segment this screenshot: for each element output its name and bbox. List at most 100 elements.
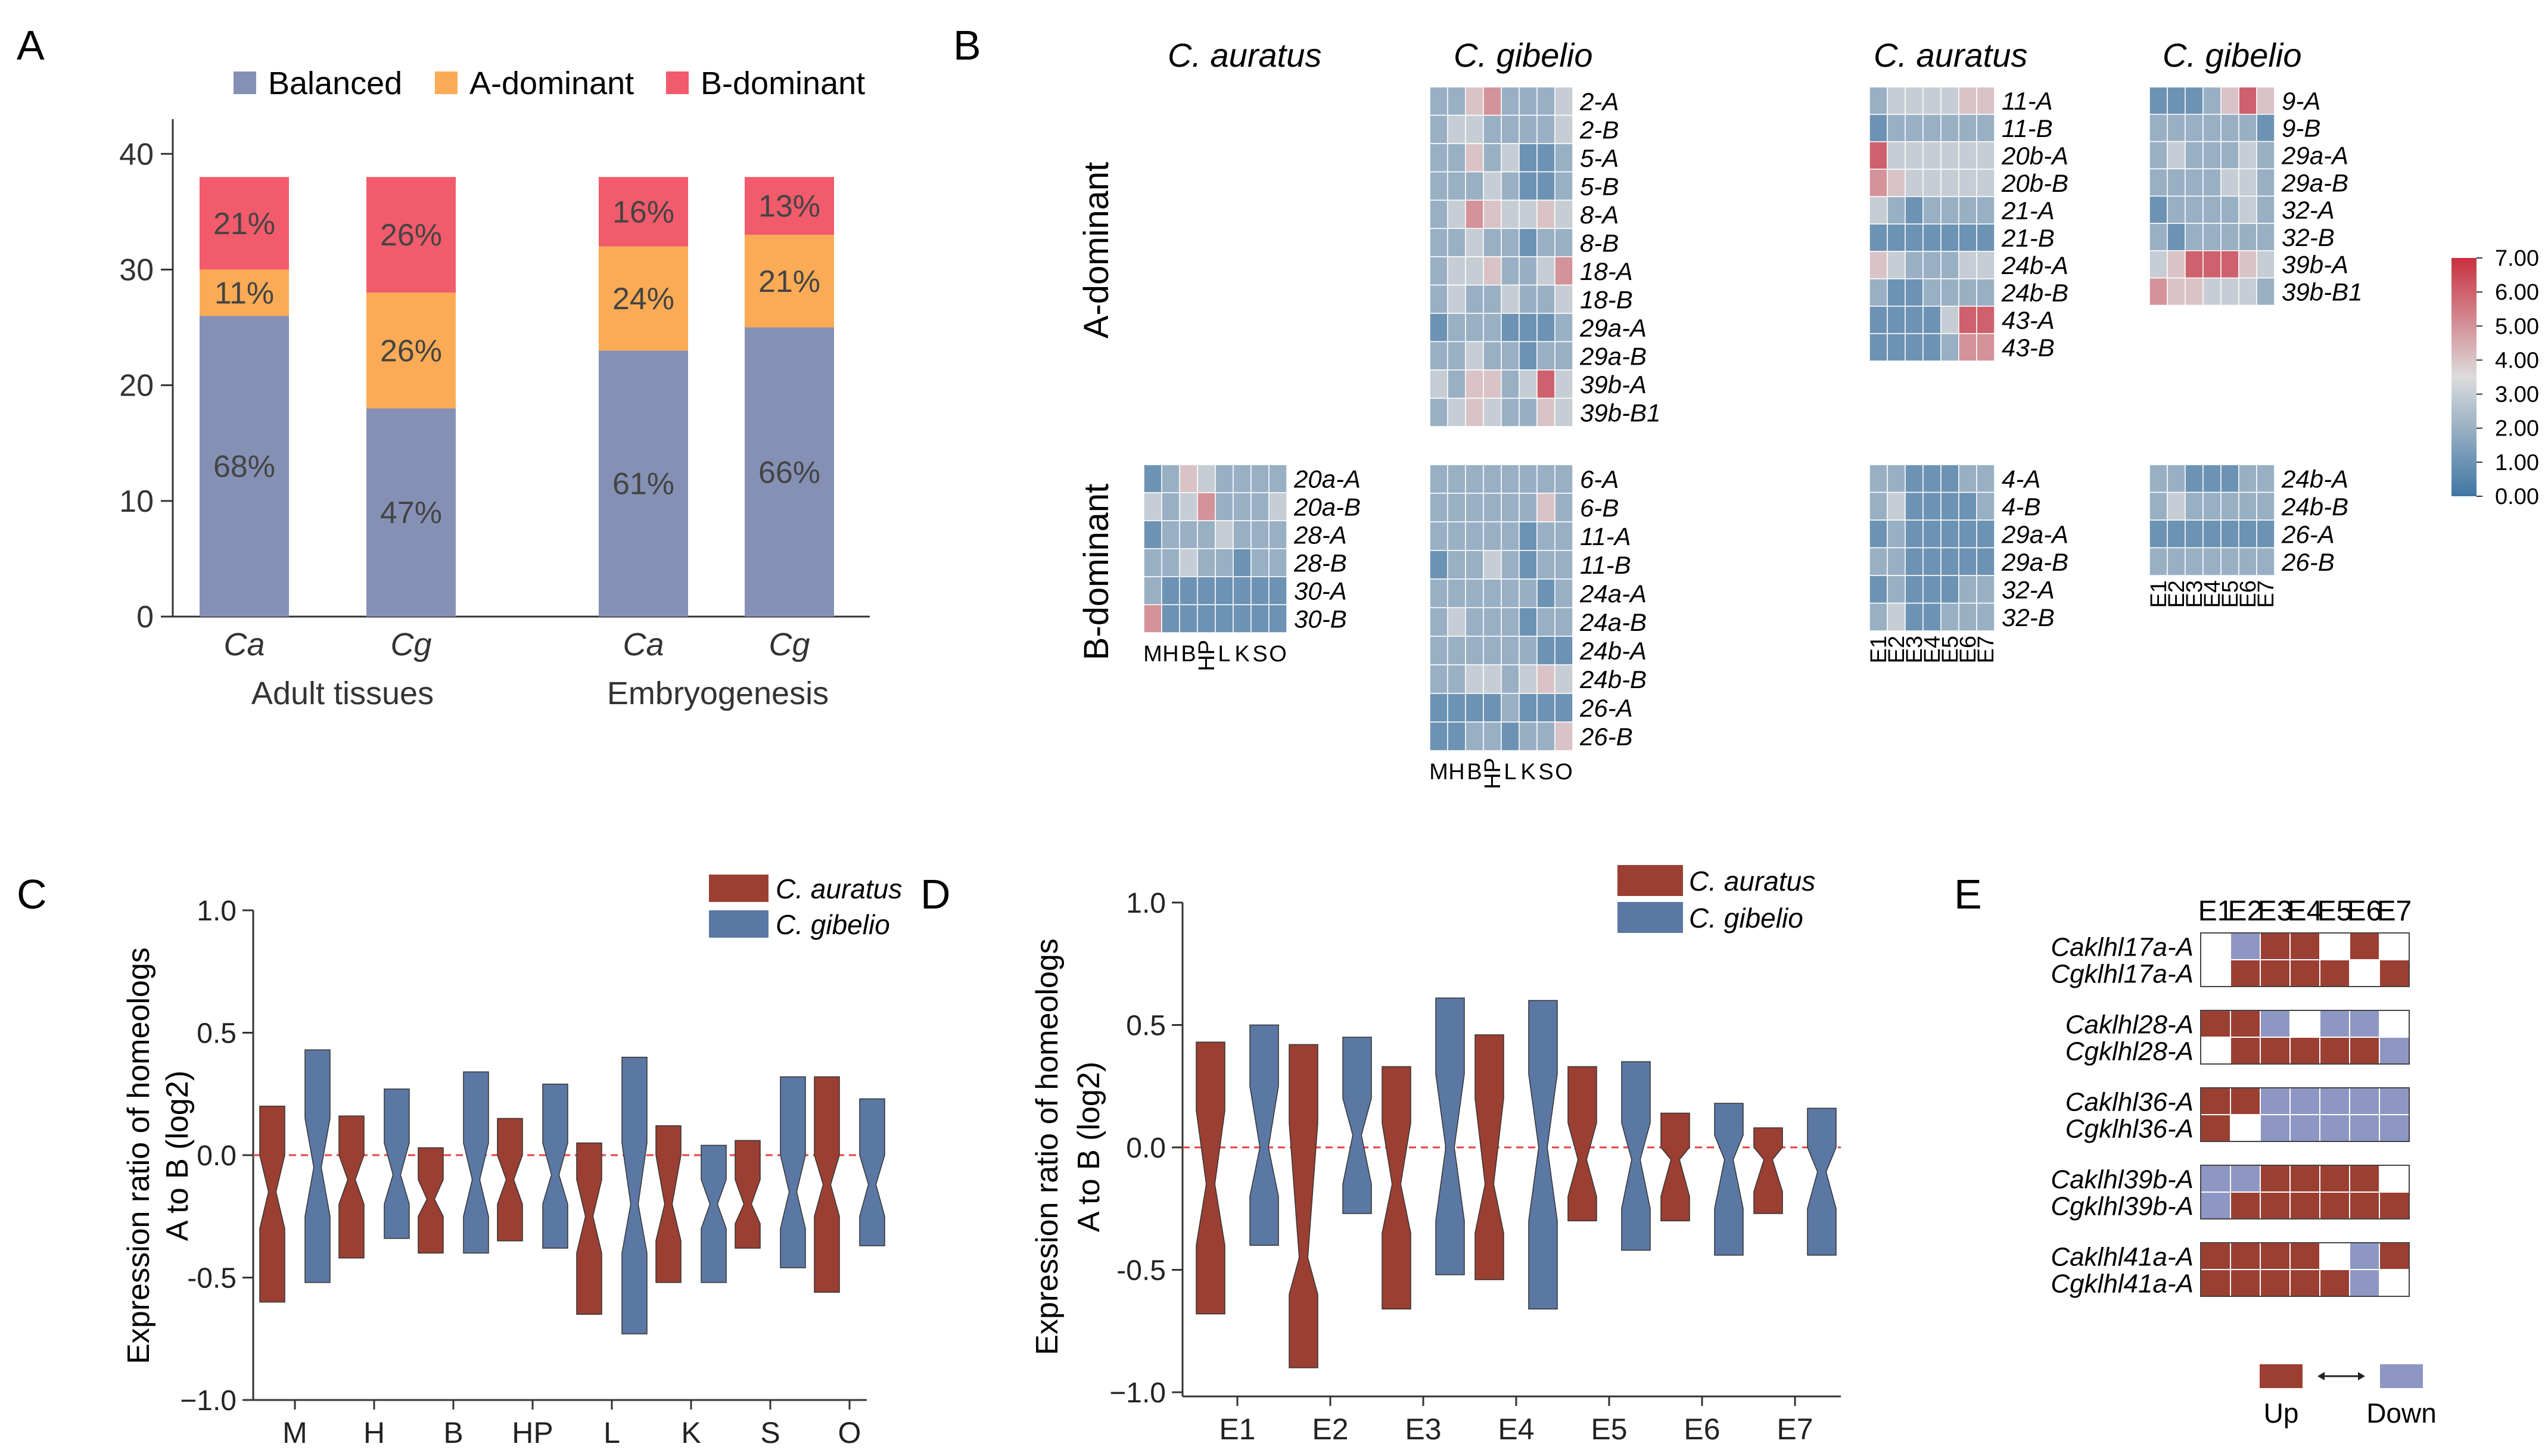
heatmap-cell <box>1447 521 1466 551</box>
colorbar-tick-label: 6.00 <box>2495 280 2539 305</box>
heatmap-cell <box>1465 143 1484 173</box>
heatmap-cell <box>1143 520 1162 549</box>
y-tick-label: 1.0 <box>197 895 237 927</box>
regulation-cell <box>2319 1191 2350 1219</box>
bar-data-label: 13% <box>758 189 820 224</box>
heatmap-cell <box>1429 143 1448 173</box>
regulation-cell <box>2289 932 2320 960</box>
legend-swatch-auratus <box>709 875 769 902</box>
bar-data-label: 68% <box>213 450 275 484</box>
regulation-cell <box>2260 1114 2291 1142</box>
heatmap-cell <box>1483 693 1502 723</box>
regulation-cell <box>2379 1242 2410 1270</box>
heatmap-cell <box>1483 256 1502 286</box>
heatmap-cell <box>1233 492 1252 521</box>
heatmap-cell <box>1197 604 1216 633</box>
heatmap-cell <box>2238 464 2257 493</box>
heatmap-cell <box>1501 256 1520 286</box>
box-gibelio <box>1342 1037 1372 1214</box>
heatmap-cell <box>1519 114 1538 144</box>
heatmap-cell <box>1483 664 1502 694</box>
heatmap-cell <box>1483 228 1502 257</box>
x-category-label: Ca <box>623 627 664 662</box>
heatmap-cell <box>2256 223 2275 251</box>
bar-segment-balanced <box>745 327 834 617</box>
heatmap-column-label: H <box>1162 642 1178 667</box>
heatmap-cell <box>1447 341 1466 371</box>
heatmap-column-label: HP <box>1194 640 1219 671</box>
heatmap-cell <box>1519 284 1538 314</box>
heatmap-cell <box>1958 114 1977 142</box>
heatmap-cell <box>1501 521 1520 551</box>
heatmap-row-label: 5-B <box>1580 172 1619 200</box>
heatmap-cell <box>1940 196 1959 225</box>
heatmap-cell <box>1501 369 1520 399</box>
regulation-cell <box>2260 1087 2291 1115</box>
heatmap-cell <box>2167 223 2186 251</box>
heatmap-cell <box>1143 576 1162 605</box>
heatmap-cell <box>1905 141 1924 170</box>
heatmap-cell <box>1179 576 1198 605</box>
heatmap-cell <box>1501 86 1520 116</box>
regulation-cell <box>2260 1010 2291 1038</box>
heatmap-cell <box>1976 575 1995 604</box>
heatmap-cell <box>2149 464 2168 493</box>
heatmap-cell <box>1869 278 1888 307</box>
heatmap-block-tissues-gibelio-B-dominant: 6-A6-B11-A11-B24a-A24a-B24b-A24b-B26-A26… <box>1429 464 1647 789</box>
gene-group-border <box>2200 932 2410 987</box>
regulation-cell <box>2379 1114 2410 1142</box>
heatmap-cell <box>1483 578 1502 608</box>
box-auratus <box>814 1076 840 1293</box>
heatmap-cell <box>2202 168 2222 197</box>
heatmap-cell <box>1940 223 1959 252</box>
heatmap-row-label: 20b-B <box>2001 169 2068 197</box>
heatmap-cell <box>1447 578 1466 608</box>
heatmap-row-label: 24b-B <box>2281 493 2348 521</box>
heatmap-cell <box>1465 369 1484 399</box>
heatmap-cell <box>2220 168 2239 197</box>
heatmap-row-label: 2-A <box>1579 88 1619 116</box>
bar-data-label: 26% <box>380 218 442 253</box>
heatmap-block-embryo-auratus-A-dominant: 11-A11-B20b-A20b-B21-A21-B24b-A24b-B43-A… <box>1869 86 2068 362</box>
heatmap-row-label: 24b-B <box>2001 279 2068 307</box>
heatmap-cell <box>1922 114 1942 142</box>
heatmap-cell <box>1958 278 1977 307</box>
heatmap-cell <box>1536 721 1555 751</box>
heatmap-column-label: E6 <box>2236 580 2261 608</box>
box-auratus <box>1753 1127 1783 1214</box>
heatmap-cell <box>1429 607 1448 637</box>
heatmap-row-label: 32-B <box>2002 603 2055 631</box>
box-gibelio <box>304 1049 331 1283</box>
species-header-auratus-embryo: C. auratus <box>1874 36 2027 74</box>
heatmap-block-tissues-gibelio-A-dominant: 2-A2-B5-A5-B8-A8-B18-A18-B29a-A29a-B39b-… <box>1429 86 1660 427</box>
heatmap-cell <box>1429 228 1448 257</box>
heatmap-cell <box>1447 464 1466 494</box>
heatmap-cell <box>2149 86 2168 115</box>
heatmap-cell <box>1536 114 1555 144</box>
heatmap-row-label: 24a-A <box>1579 580 1647 608</box>
panel-label-c: C <box>17 871 47 917</box>
heatmap-cell <box>1501 313 1520 343</box>
regulation-cell <box>2349 1269 2380 1297</box>
gene-group-border <box>2200 1165 2410 1219</box>
y-tick-label: −1.0 <box>1109 1377 1166 1409</box>
heatmap-cell <box>1554 200 1573 229</box>
heatmap-row-label: 18-B <box>1580 285 1633 313</box>
heatmap-cell <box>1143 492 1162 521</box>
regulation-cell <box>2230 1165 2261 1193</box>
heatmap-cell <box>1483 86 1502 116</box>
heatmap-cell <box>1250 492 1270 521</box>
heatmap-cell <box>1922 575 1942 604</box>
heatmap-cell <box>1161 464 1180 493</box>
regulation-cell <box>2260 1037 2291 1065</box>
x-category-label: B <box>443 1416 463 1449</box>
heatmap-cell <box>1501 664 1520 694</box>
heatmap-cell <box>1483 143 1502 173</box>
regulation-cell <box>2349 1010 2380 1038</box>
heatmap-cell <box>1501 200 1520 229</box>
heatmap-row-label: 30-B <box>1294 605 1347 633</box>
heatmap-row-label: 28-B <box>1293 549 1347 577</box>
heatmap-column-label: S <box>1538 760 1553 785</box>
